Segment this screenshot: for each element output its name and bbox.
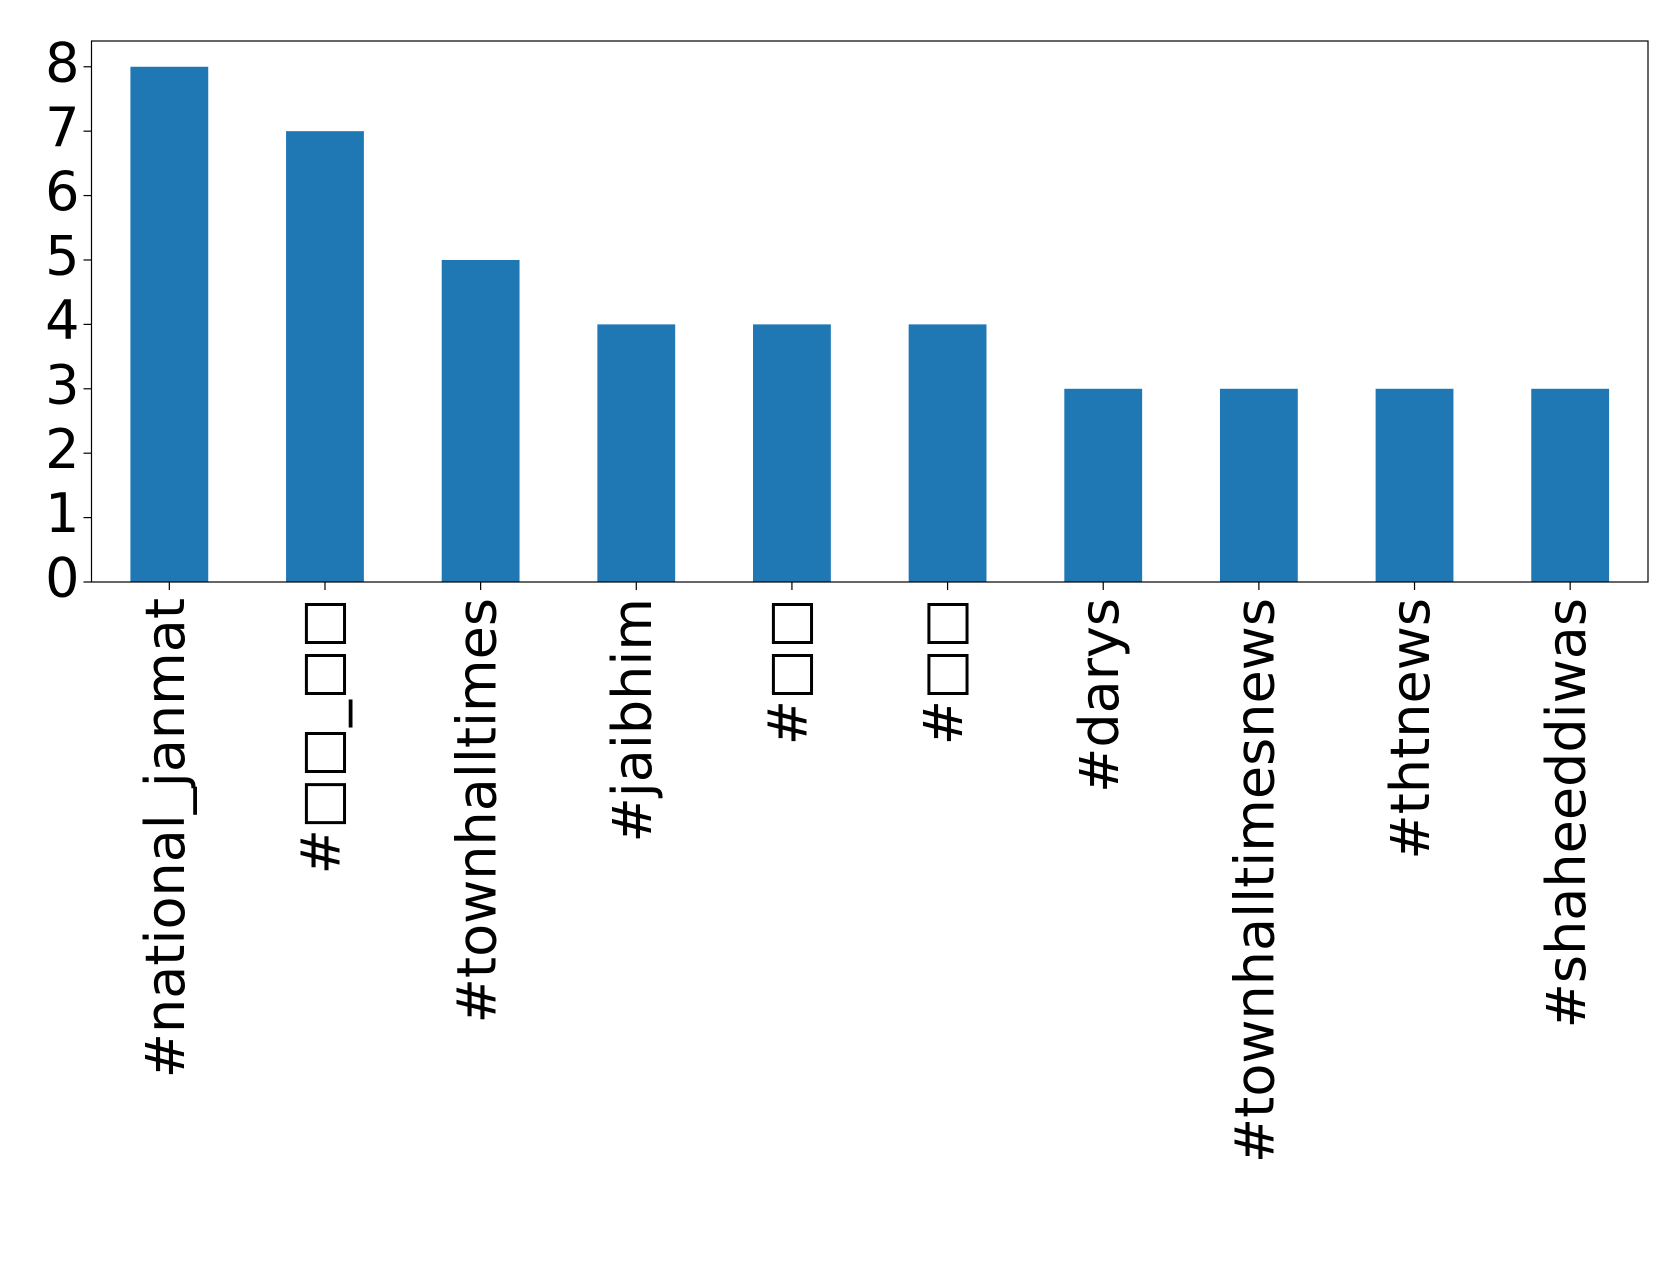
bar xyxy=(597,324,676,582)
x-tick-label: #□□ xyxy=(757,598,820,745)
x-tick-label: #jaibhim xyxy=(601,598,664,842)
x-tick-label: #national_janmat xyxy=(134,598,197,1078)
x-tick-label: #townhalltimes xyxy=(445,598,508,1023)
bar xyxy=(753,324,831,582)
y-tick-label: 2 xyxy=(45,418,79,481)
y-tick-label: 8 xyxy=(45,31,79,94)
y-tick-label: 7 xyxy=(45,96,79,159)
bar xyxy=(1531,388,1610,582)
y-tick-label: 4 xyxy=(45,289,79,352)
y-tick-label: 0 xyxy=(45,547,79,610)
plot-frame xyxy=(90,40,1649,583)
y-tick-label: 3 xyxy=(45,353,79,416)
y-tick-label: 5 xyxy=(45,225,79,288)
x-tick-label: #shaheeddiwas xyxy=(1535,598,1598,1028)
bar xyxy=(441,259,520,582)
bar xyxy=(908,324,987,582)
x-tick-label: #townhalltimesnews xyxy=(1224,598,1287,1163)
x-tick-label: #□□ xyxy=(912,598,975,745)
x-tick-label: #thtnews xyxy=(1379,598,1442,860)
x-tick-label: #darys xyxy=(1068,598,1131,793)
bar xyxy=(130,66,209,582)
bar xyxy=(1219,388,1298,582)
bar xyxy=(1064,388,1143,582)
x-tick-label: #□□_□□ xyxy=(290,598,353,874)
y-tick-label: 6 xyxy=(45,160,79,223)
y-tick-label: 1 xyxy=(45,482,79,545)
bar xyxy=(286,131,364,582)
bar xyxy=(1375,388,1454,582)
